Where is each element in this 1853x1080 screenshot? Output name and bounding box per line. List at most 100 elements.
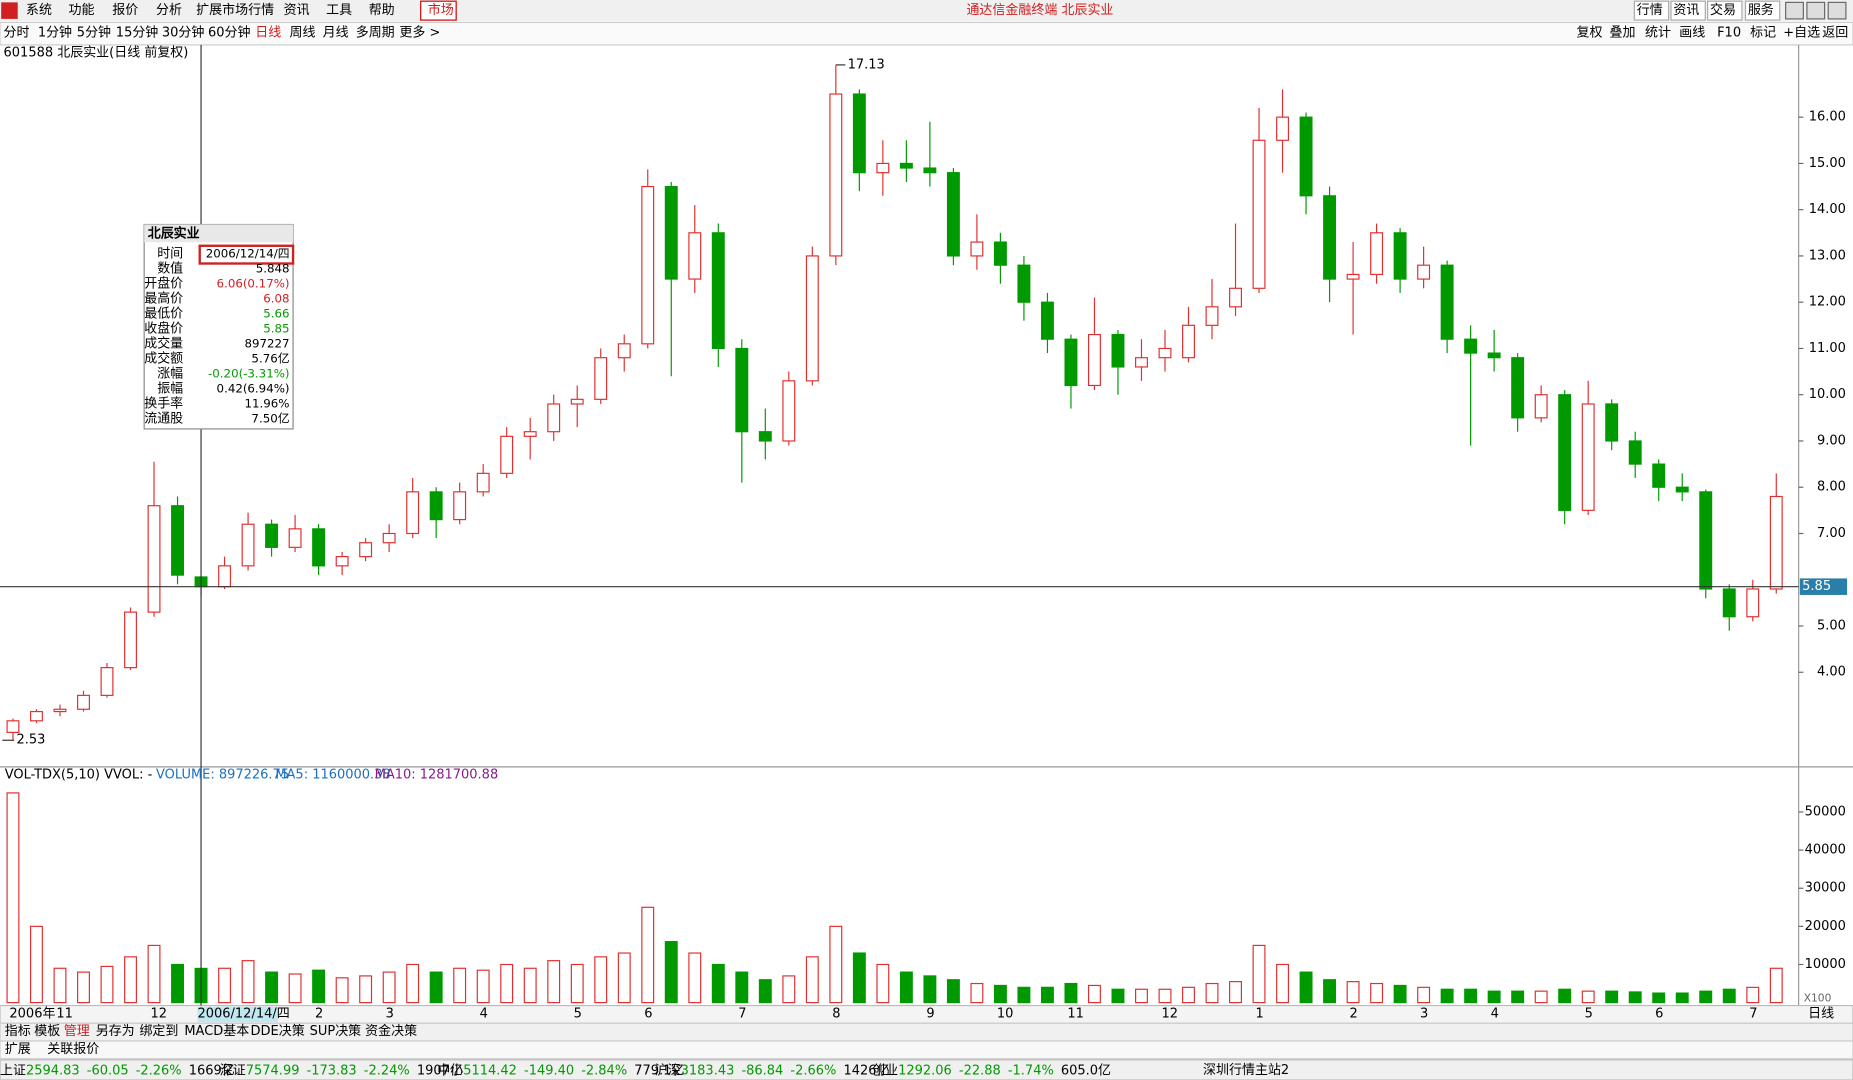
info-value: 6.08 [263,292,289,306]
sub-tab[interactable]: 扩展 [5,1042,31,1057]
index-quote: 深证7574.99 -173.83 -2.24% 1907亿 [220,1063,463,1078]
tool-button[interactable]: 画线 [1679,26,1705,41]
volume-tick-label: 30000 [1805,881,1846,896]
info-value: -0.20(-3.31%) [208,367,289,381]
date-highlight [197,1006,278,1023]
volume-bar [1229,981,1242,1004]
quote-field: -2.24% [364,1063,410,1078]
top-button[interactable]: 服务 [1748,2,1774,18]
candle-body [876,162,890,174]
info-label: 流通股 [144,412,183,427]
volume-bar [1769,967,1783,1004]
quote-field: 5114.42 [463,1063,517,1078]
x-tick-label: 5 [1585,1006,1593,1021]
period-button[interactable]: 30分钟 [162,25,205,41]
menu-item[interactable]: 系统 [26,3,52,18]
info-value: 5.848 [256,262,290,276]
volume-tick-label: 40000 [1805,843,1846,858]
period-button[interactable]: 更多 > [399,26,440,41]
candle-body [735,347,749,433]
x-tick-label: 4 [1491,1006,1499,1021]
candle-body [1746,588,1760,618]
period-label: 日线 [1808,1006,1834,1021]
menu-item[interactable]: 扩展市场行情 [196,2,274,18]
quote-field: 3183.43 [681,1063,735,1078]
volume-bar [1417,986,1431,1004]
volume-bar [1299,971,1313,1004]
volume-bar [312,969,326,1004]
quote-field: 7574.99 [246,1063,300,1078]
tab[interactable]: 资金决策 [365,1023,417,1039]
y-tick-label: 11.00 [1809,341,1846,356]
y-tick-label: 15.00 [1809,156,1846,171]
volume-bar [758,979,772,1004]
candle-body [6,720,20,733]
candle-body [1346,273,1360,280]
volume-bar [1087,984,1101,1004]
menu-item[interactable]: 分析 [156,3,182,18]
tool-button[interactable]: 叠加 [1610,26,1636,41]
menu-item[interactable]: 报价 [112,3,138,18]
top-button[interactable]: 交易 [1710,2,1736,18]
period-button[interactable]: 月线 [323,26,349,41]
chart-title: 601588 北辰实业(日线 前复权) [4,45,189,61]
candle-body [1370,232,1384,276]
volume-bar [829,925,843,1004]
candle-body [1299,116,1313,197]
tab[interactable]: 另存为 [96,1024,135,1039]
tab[interactable]: 管理 [64,1024,90,1039]
quote-field: -1.74% [1008,1063,1054,1078]
window-button[interactable] [1806,1,1826,20]
volume-bar [265,971,279,1004]
volume-bar [1276,963,1290,1004]
window-button[interactable] [1785,1,1804,20]
x-tick-label: 12 [150,1006,167,1021]
tool-button[interactable]: 返回 [1822,26,1848,41]
menu-item[interactable]: 帮助 [369,3,395,18]
quote-field: -86.84 [741,1063,783,1078]
tool-button[interactable]: 统计 [1645,26,1671,41]
candle-body [147,505,161,613]
sub-tab-bar [0,1040,1853,1060]
period-button[interactable]: 多周期 [356,26,395,41]
info-value: 7.50亿 [251,412,289,426]
candle-body [1558,394,1572,511]
tool-button[interactable]: F10 [1717,26,1741,41]
volume-bar [1205,982,1219,1004]
top-button[interactable]: 资讯 [1673,3,1699,18]
menu-item[interactable]: 工具 [326,3,352,18]
quote-field: 1907亿 [417,1063,463,1078]
tab[interactable]: 模板 [34,1024,60,1039]
tab[interactable]: SUP决策 [310,1023,362,1039]
menu-item[interactable]: 功能 [69,3,95,18]
volume-bar [805,956,819,1004]
period-button[interactable]: 分时 [4,26,30,41]
menu-item[interactable]: 资讯 [284,3,310,18]
volume-bar [1746,986,1760,1004]
tab[interactable]: DDE决策 [251,1023,305,1039]
tool-button[interactable]: 复权 [1576,25,1602,41]
period-button[interactable]: 1分钟 [38,25,72,41]
period-button[interactable]: 周线 [290,26,316,41]
tool-button[interactable]: 标记 [1750,26,1776,41]
tab[interactable]: 指标 [5,1024,31,1039]
tab[interactable]: MACD基本 [184,1024,249,1039]
volume-bar [1440,988,1454,1004]
period-button[interactable]: 60分钟 [208,25,251,41]
top-button[interactable]: 行情 [1637,3,1663,18]
period-button[interactable]: 5分钟 [77,25,111,41]
sub-tab[interactable]: 关联报价 [47,1042,99,1057]
volume-bar [782,975,796,1004]
period-button[interactable]: 日线 [255,26,281,41]
menu-item[interactable]: 市场 [428,2,454,18]
window-button[interactable] [1827,1,1847,20]
volume-bar [429,971,443,1004]
volume-tick-label: 10000 [1805,957,1846,972]
candle-body [218,565,232,588]
volume-bar [218,967,232,1004]
tab[interactable]: 绑定到 [139,1024,178,1039]
period-button[interactable]: 15分钟 [116,25,159,41]
candle-body [805,255,819,382]
tool-button[interactable]: +自选 [1783,26,1820,41]
